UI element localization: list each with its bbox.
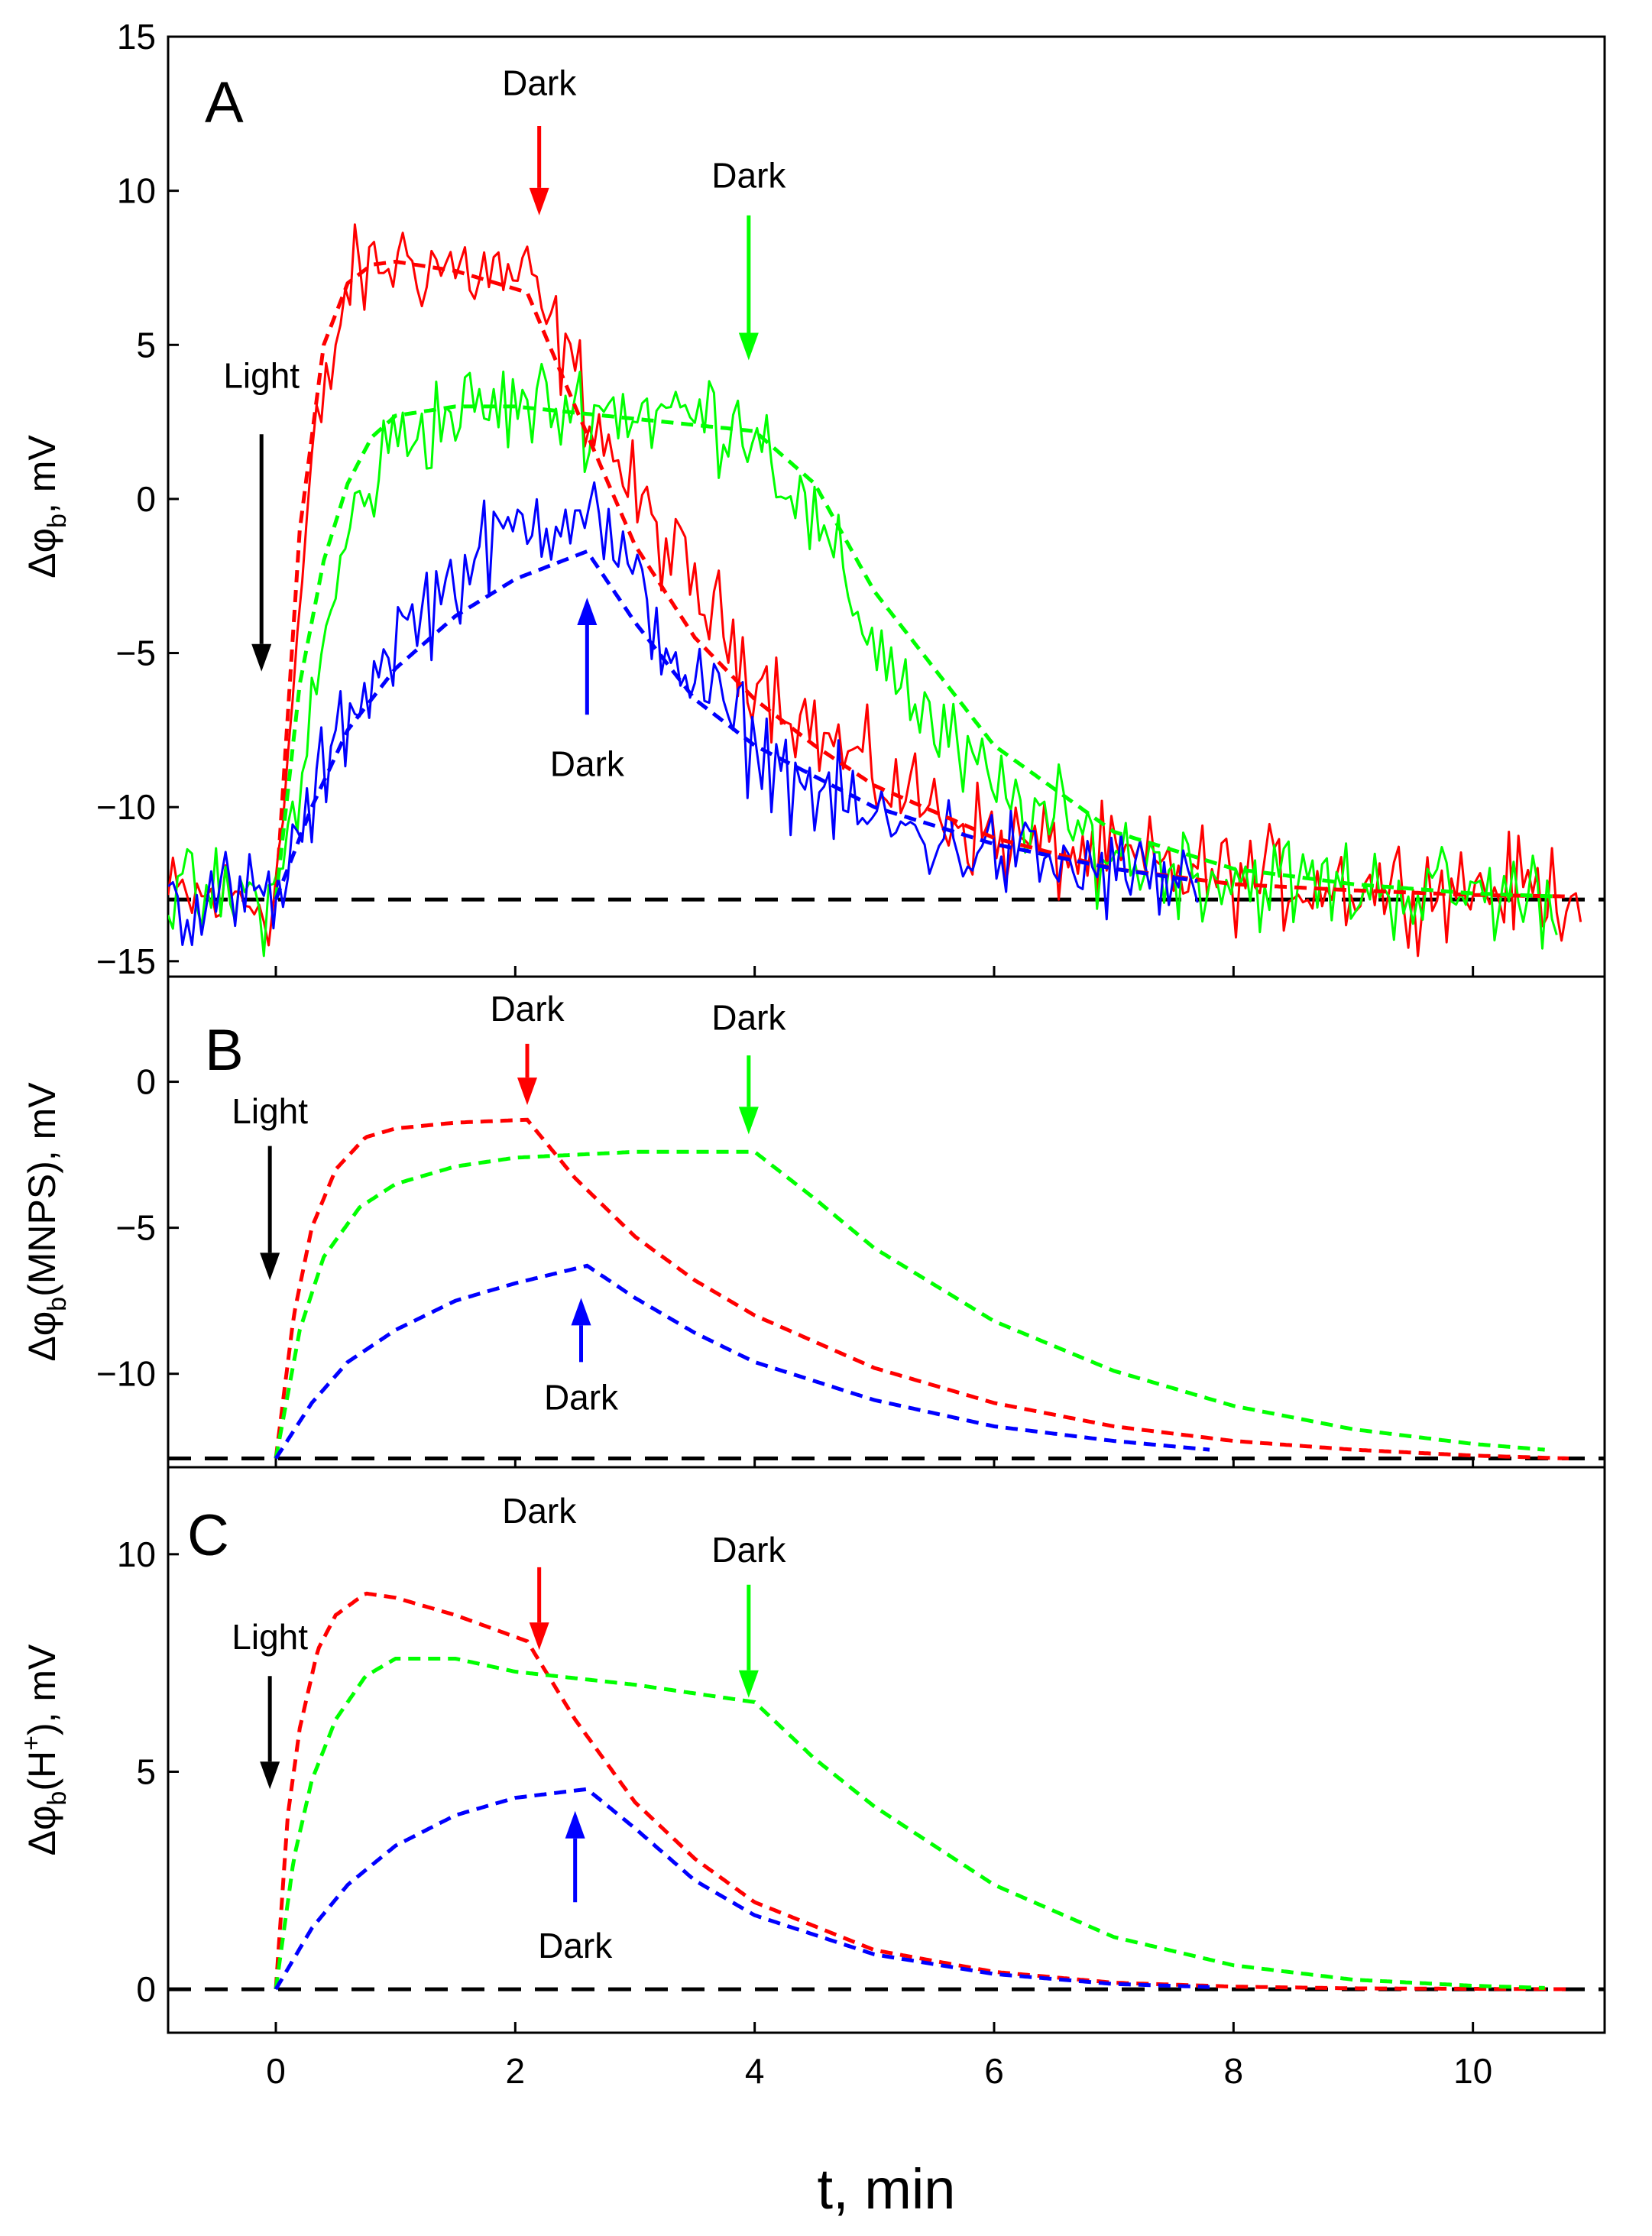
x-axis-label: t, min <box>818 2157 956 2221</box>
panel-letter-c: C <box>187 1503 229 1568</box>
y-tick-label: −15 <box>96 941 156 981</box>
series-blue-measured <box>168 481 1199 947</box>
plot-frame <box>167 1466 1606 2034</box>
series-blue-fit <box>274 1263 1210 1460</box>
y-tick-label: 5 <box>136 325 156 365</box>
annotation-label: Dark <box>711 998 786 1038</box>
plot-frame <box>167 975 1606 1469</box>
series-red-fit <box>274 1591 1569 1991</box>
annotation-label: Light <box>232 1091 308 1131</box>
y-axis-label-c: Δφb(H+), mV <box>17 1644 72 1855</box>
plot-area <box>168 223 1605 958</box>
panel-a: Δφb, mV −15 −10 −5 0 5 10 15 Light Dark Dark Dark A <box>21 17 1606 981</box>
x-tick-label: 2 <box>506 2051 526 2091</box>
annotation-arrowhead-green <box>738 332 759 361</box>
annotation-arrowhead-red <box>529 187 549 215</box>
annotation-arrowhead-black <box>260 1761 280 1790</box>
annotation-label: Dark <box>538 1926 613 1965</box>
annotation-arrowhead-blue <box>571 1298 591 1326</box>
y-tick-label: 0 <box>136 1969 156 2009</box>
annotation-label: Dark <box>544 1377 619 1417</box>
x-tick-label: 8 <box>1224 2051 1244 2091</box>
series-green-fit <box>274 1149 1545 1459</box>
annotation-label: Light <box>223 356 300 396</box>
x-tick-label: 4 <box>745 2051 765 2091</box>
series-green-fit <box>274 404 1557 900</box>
series-red-fit <box>274 259 1569 900</box>
panel-letter-b: B <box>205 1018 244 1083</box>
y-axis-label-b: Δφb(MNPS), mV <box>21 1082 72 1362</box>
y-axis-label-a: Δφb, mV <box>21 435 72 578</box>
y-tick-label: −5 <box>116 634 156 673</box>
annotation-arrowhead-red <box>529 1622 549 1651</box>
y-tick-label: −5 <box>116 1208 156 1248</box>
x-tick-label: 0 <box>266 2051 286 2091</box>
y-tick-label: 0 <box>136 479 156 519</box>
plot-frame <box>167 35 1606 978</box>
y-tick-label: −10 <box>96 787 156 827</box>
annotation-arrowhead-green <box>738 1107 759 1135</box>
annotation-arrowhead-blue <box>577 597 598 625</box>
y-tick-label: 0 <box>136 1062 156 1102</box>
annotation-label: Dark <box>711 1530 786 1570</box>
annotation-label: Dark <box>502 63 577 102</box>
panel-b: Δφb(MNPS), mV −10 −5 0 Light Dark Dark Dark B <box>21 975 1606 1469</box>
annotation-label: Dark <box>711 155 786 195</box>
plot-area <box>168 1591 1605 1991</box>
annotation-arrowhead-green <box>738 1670 759 1698</box>
series-red-measured <box>168 223 1582 958</box>
x-axis: 0 2 4 6 8 10 <box>266 2051 1492 2091</box>
y-tick-label: −10 <box>96 1354 156 1394</box>
annotation-label: Light <box>232 1617 308 1657</box>
series-blue-fit <box>274 549 1198 901</box>
y-tick-label: 5 <box>136 1752 156 1791</box>
series-green-measured <box>168 362 1558 958</box>
x-tick-label: 6 <box>984 2051 1004 2091</box>
annotation-arrowhead-black <box>251 643 272 672</box>
annotation-arrowhead-blue <box>565 1810 585 1839</box>
y-tick-label: 10 <box>117 1534 156 1574</box>
series-red-fit <box>274 1117 1569 1460</box>
series-green-fit <box>274 1657 1545 1990</box>
plot-area <box>168 1117 1605 1461</box>
y-tick-label: 15 <box>117 17 156 57</box>
panel-letter-a: A <box>205 70 244 135</box>
annotation-arrowhead-red <box>517 1077 537 1106</box>
series-blue-fit <box>274 1787 1210 1991</box>
panel-c: Δφb(H+), mV 0 5 10 Light Dark Dark Dark C <box>17 1466 1606 2034</box>
y-tick-label: 10 <box>117 171 156 211</box>
annotation-label: Dark <box>550 744 625 784</box>
annotation-arrowhead-black <box>260 1252 280 1281</box>
annotation-label: Dark <box>502 1491 577 1531</box>
x-tick-label: 10 <box>1453 2051 1492 2091</box>
annotation-label: Dark <box>490 989 565 1029</box>
